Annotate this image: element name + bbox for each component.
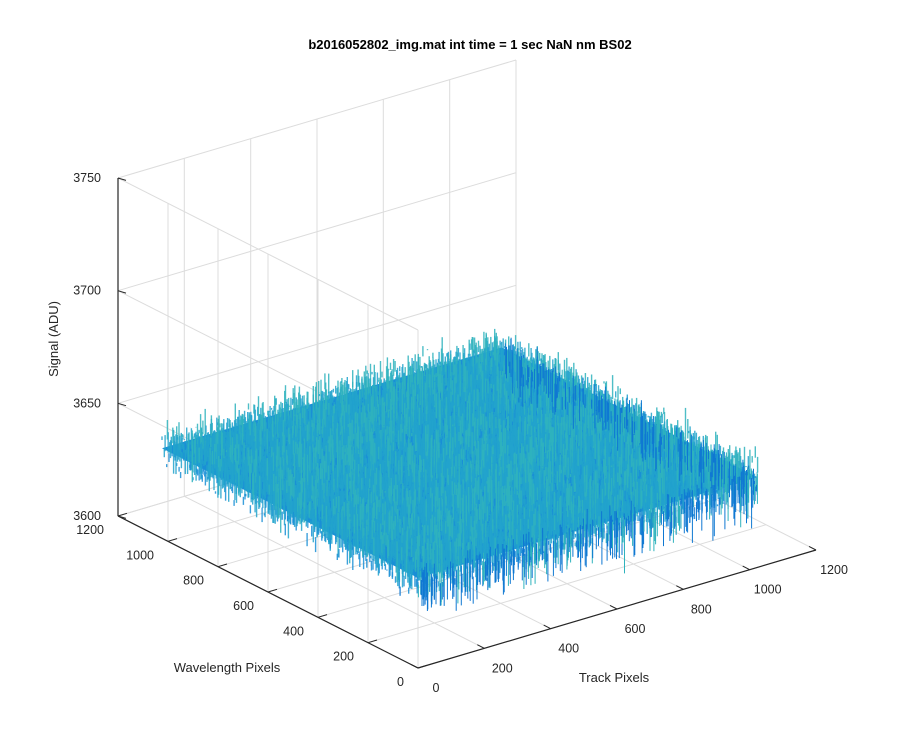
backwall-gridline-z [117,172,517,292]
backwall-gridline-z [117,59,517,179]
sidewall-gridline-z [117,177,419,331]
chart-title: b2016052802_img.mat int time = 1 sec NaN… [308,37,631,52]
floor-gridline-y [367,524,767,644]
backwall-gridline-z [117,284,517,404]
surface-plot [161,328,759,611]
